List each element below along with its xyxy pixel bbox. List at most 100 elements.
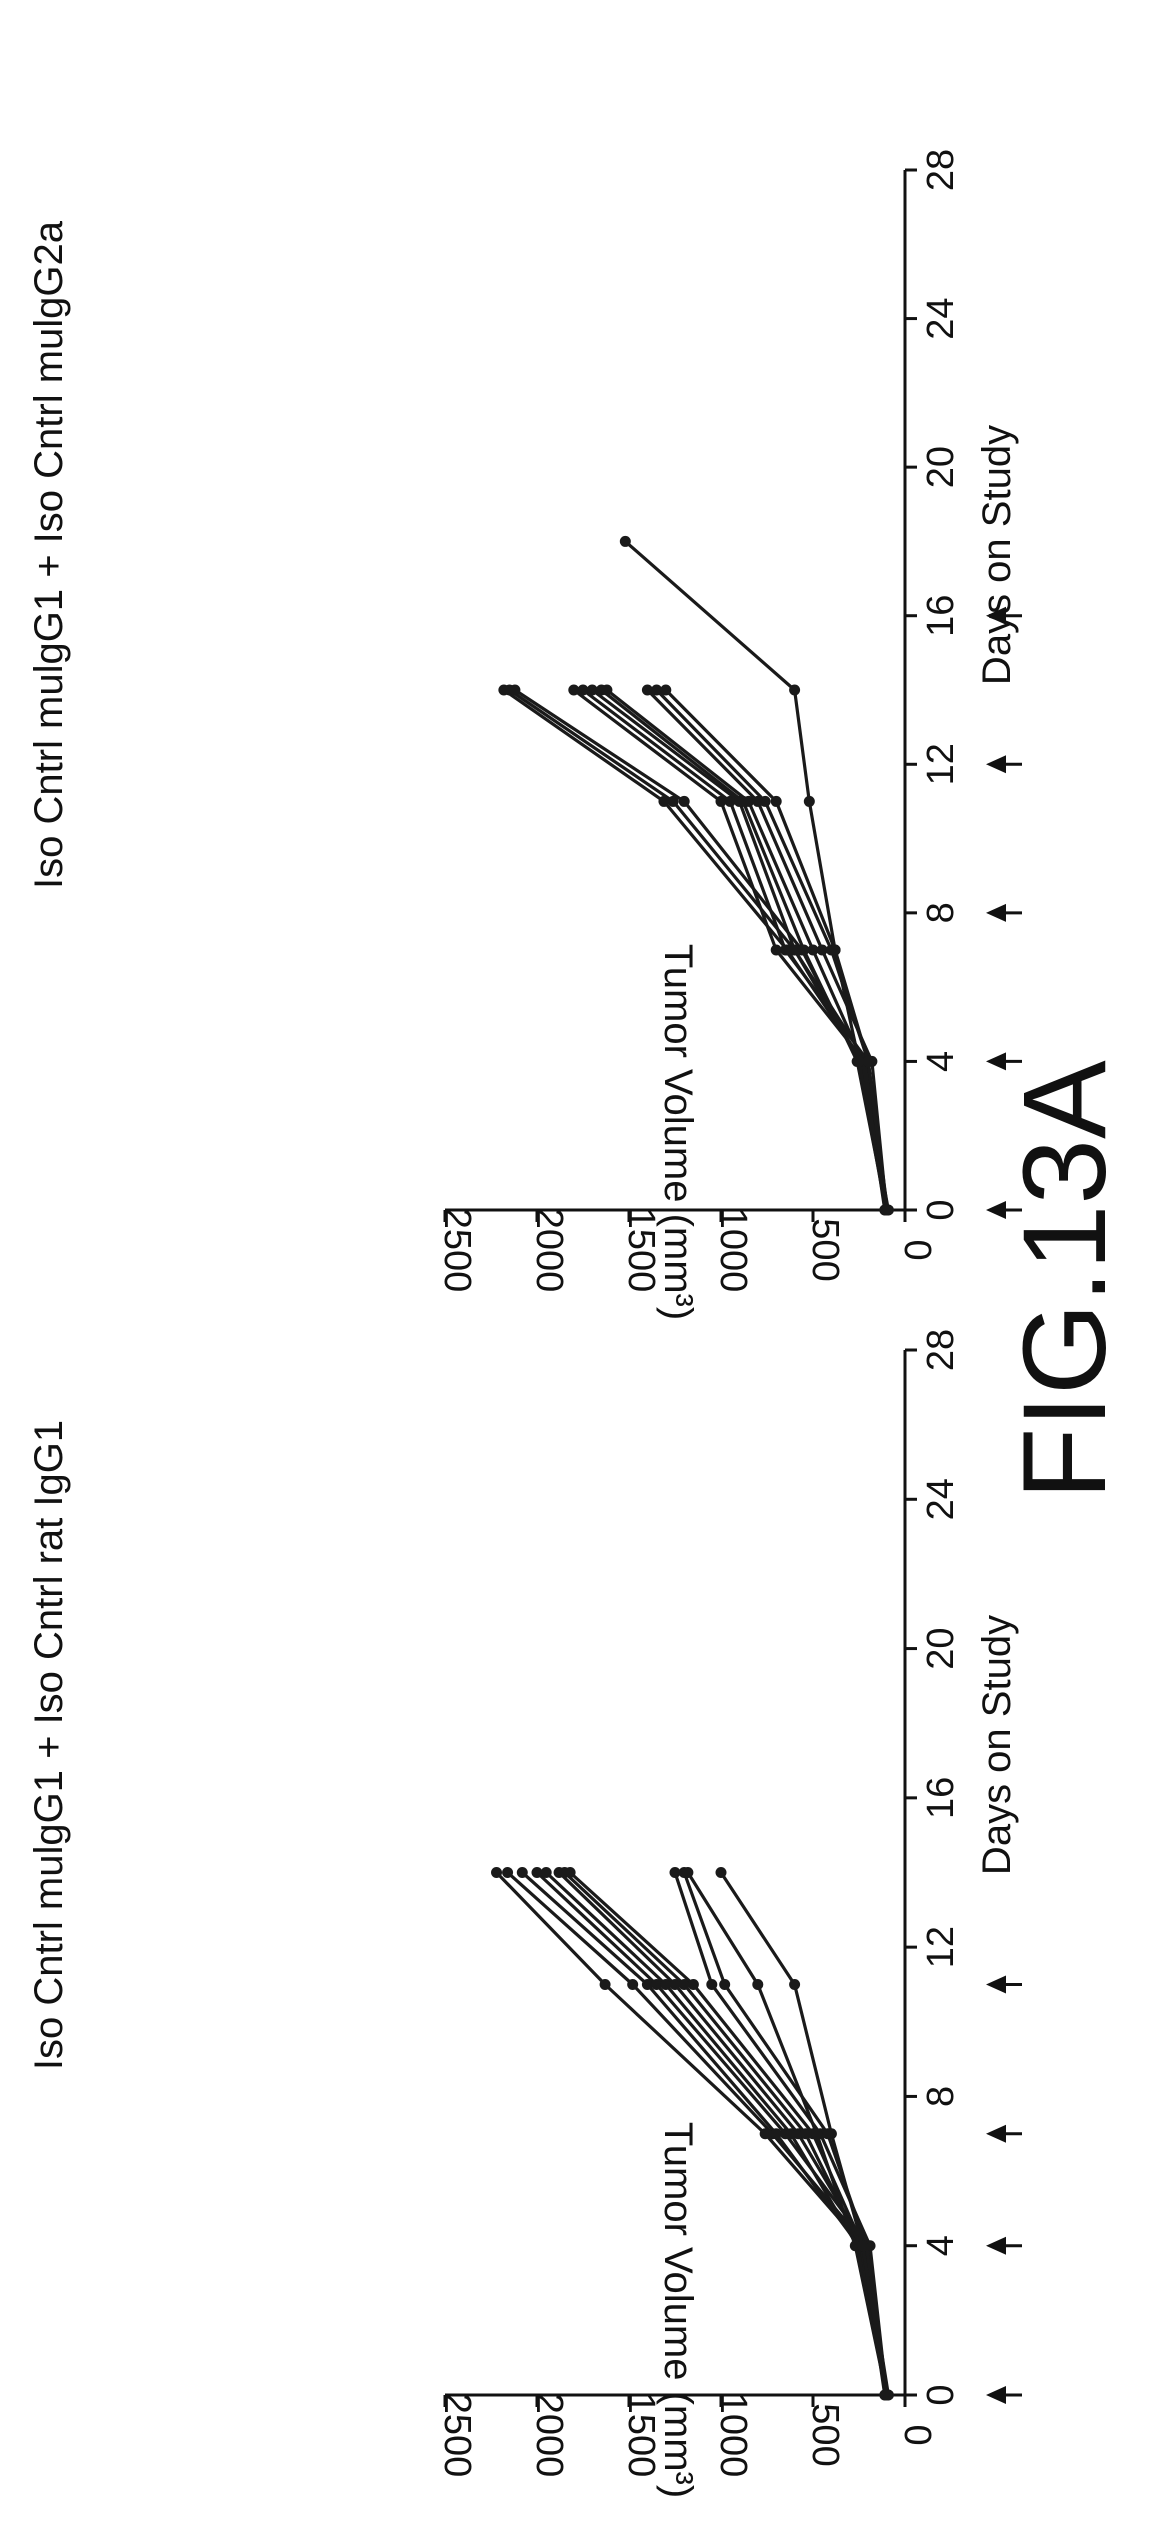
data-point <box>651 1978 663 1990</box>
data-point <box>502 1867 514 1878</box>
x-tick-label: 20 <box>920 1627 962 1669</box>
data-point <box>601 684 613 696</box>
data-point <box>667 795 679 807</box>
data-point <box>798 944 810 956</box>
dosing-arrow <box>986 606 1006 625</box>
chart-title: Iso Cntrl mulgG1 + Iso Cntrl rat IgG1 <box>27 1420 71 2070</box>
series-line <box>624 540 889 1211</box>
x-axis-label: Days on Study <box>975 1615 1019 1875</box>
y-tick-label: 2000 <box>528 1208 570 1293</box>
x-tick-label: 20 <box>920 446 962 488</box>
data-point <box>857 2240 869 2252</box>
x-tick-label: 0 <box>920 2384 962 2405</box>
dosing-arrow <box>986 1201 1006 1219</box>
x-tick-label: 4 <box>920 2235 962 2256</box>
x-tick-label: 12 <box>920 743 962 785</box>
dosing-arrow <box>986 1975 1006 1994</box>
y-tick-label: 1000 <box>712 1208 754 1293</box>
data-point <box>531 1867 543 1878</box>
data-point <box>862 1055 874 1067</box>
data-point <box>880 2389 892 2401</box>
data-point <box>789 1978 801 1990</box>
data-point <box>660 684 672 696</box>
data-point <box>687 1978 699 1990</box>
data-point <box>881 1204 893 1216</box>
series-line <box>569 1871 887 2396</box>
data-point <box>706 1978 718 1990</box>
data-point <box>599 1978 611 1990</box>
data-point <box>627 1978 639 1990</box>
data-point <box>811 2128 823 2140</box>
x-tick-label: 24 <box>920 297 962 339</box>
data-point <box>752 1978 764 1990</box>
data-point <box>564 1867 576 1878</box>
data-point <box>803 795 815 807</box>
data-point <box>789 944 801 956</box>
data-point <box>682 1867 694 1878</box>
data-point <box>779 944 791 956</box>
y-tick-label: 0 <box>896 1239 938 1260</box>
data-point <box>853 1055 865 1067</box>
data-point <box>816 944 828 956</box>
data-point <box>789 684 801 696</box>
data-point <box>509 684 521 696</box>
y-tick-label: 2500 <box>436 1208 478 1293</box>
data-point <box>715 795 727 807</box>
dosing-arrow <box>986 2386 1006 2404</box>
data-point <box>770 2128 782 2140</box>
data-point <box>770 795 782 807</box>
dosing-arrow <box>986 2236 1006 2255</box>
x-tick-label: 24 <box>920 1478 962 1520</box>
series-line <box>605 688 887 1211</box>
data-point <box>770 944 782 956</box>
data-point <box>651 684 663 696</box>
dosing-arrow <box>986 755 1006 774</box>
y-axis-label: Tumor Volume (mm³) <box>656 944 700 1320</box>
data-point <box>669 1978 681 1990</box>
data-point <box>491 1867 503 1878</box>
data-point <box>586 684 598 696</box>
data-point <box>641 684 653 696</box>
data-point <box>829 944 841 956</box>
y-tick-label: 1500 <box>620 1208 662 1293</box>
x-tick-label: 8 <box>920 902 962 923</box>
y-axis-label: Tumor Volume (mm³) <box>656 2122 700 2498</box>
data-point <box>715 1867 727 1878</box>
data-point <box>577 684 589 696</box>
y-tick-label: 500 <box>804 1218 846 1281</box>
y-tick-label: 2000 <box>528 2393 570 2478</box>
figure-label: FIG.13A <box>999 1060 1131 1500</box>
data-point <box>540 1867 552 1878</box>
x-tick-label: 28 <box>920 1329 962 1371</box>
series-line <box>591 688 890 1211</box>
x-tick-label: 12 <box>920 1926 962 1968</box>
data-point <box>759 795 771 807</box>
data-point <box>660 1978 672 1990</box>
y-tick-label: 500 <box>804 2403 846 2466</box>
data-point <box>825 2128 837 2140</box>
data-point <box>619 535 631 547</box>
y-tick-label: 2500 <box>436 2393 478 2478</box>
data-point <box>807 944 819 956</box>
data-point <box>724 795 736 807</box>
chart-left-panel: 0 4 8 12 16 20 24 28 0 500 1000 1500 2000 2500 <box>436 1329 1022 2477</box>
y-tick-label: 1500 <box>620 2393 662 2478</box>
dosing-arrow <box>986 2124 1006 2143</box>
data-point <box>743 795 755 807</box>
dosing-arrow <box>986 1052 1006 1071</box>
x-tick-label: 28 <box>920 149 962 191</box>
data-point <box>669 1867 681 1878</box>
y-tick-label: 0 <box>896 2424 938 2445</box>
data-point <box>516 1867 528 1878</box>
data-point <box>678 795 690 807</box>
dosing-arrow <box>986 903 1006 922</box>
data-point <box>641 1978 653 1990</box>
y-tick-label: 1000 <box>712 2393 754 2478</box>
x-tick-label: 16 <box>920 595 962 637</box>
x-tick-label: 4 <box>920 1051 962 1072</box>
x-axis-label: Days on Study <box>975 425 1019 685</box>
data-point <box>719 1978 731 1990</box>
x-tick-label: 8 <box>920 2086 962 2107</box>
series-line <box>563 1871 889 2396</box>
